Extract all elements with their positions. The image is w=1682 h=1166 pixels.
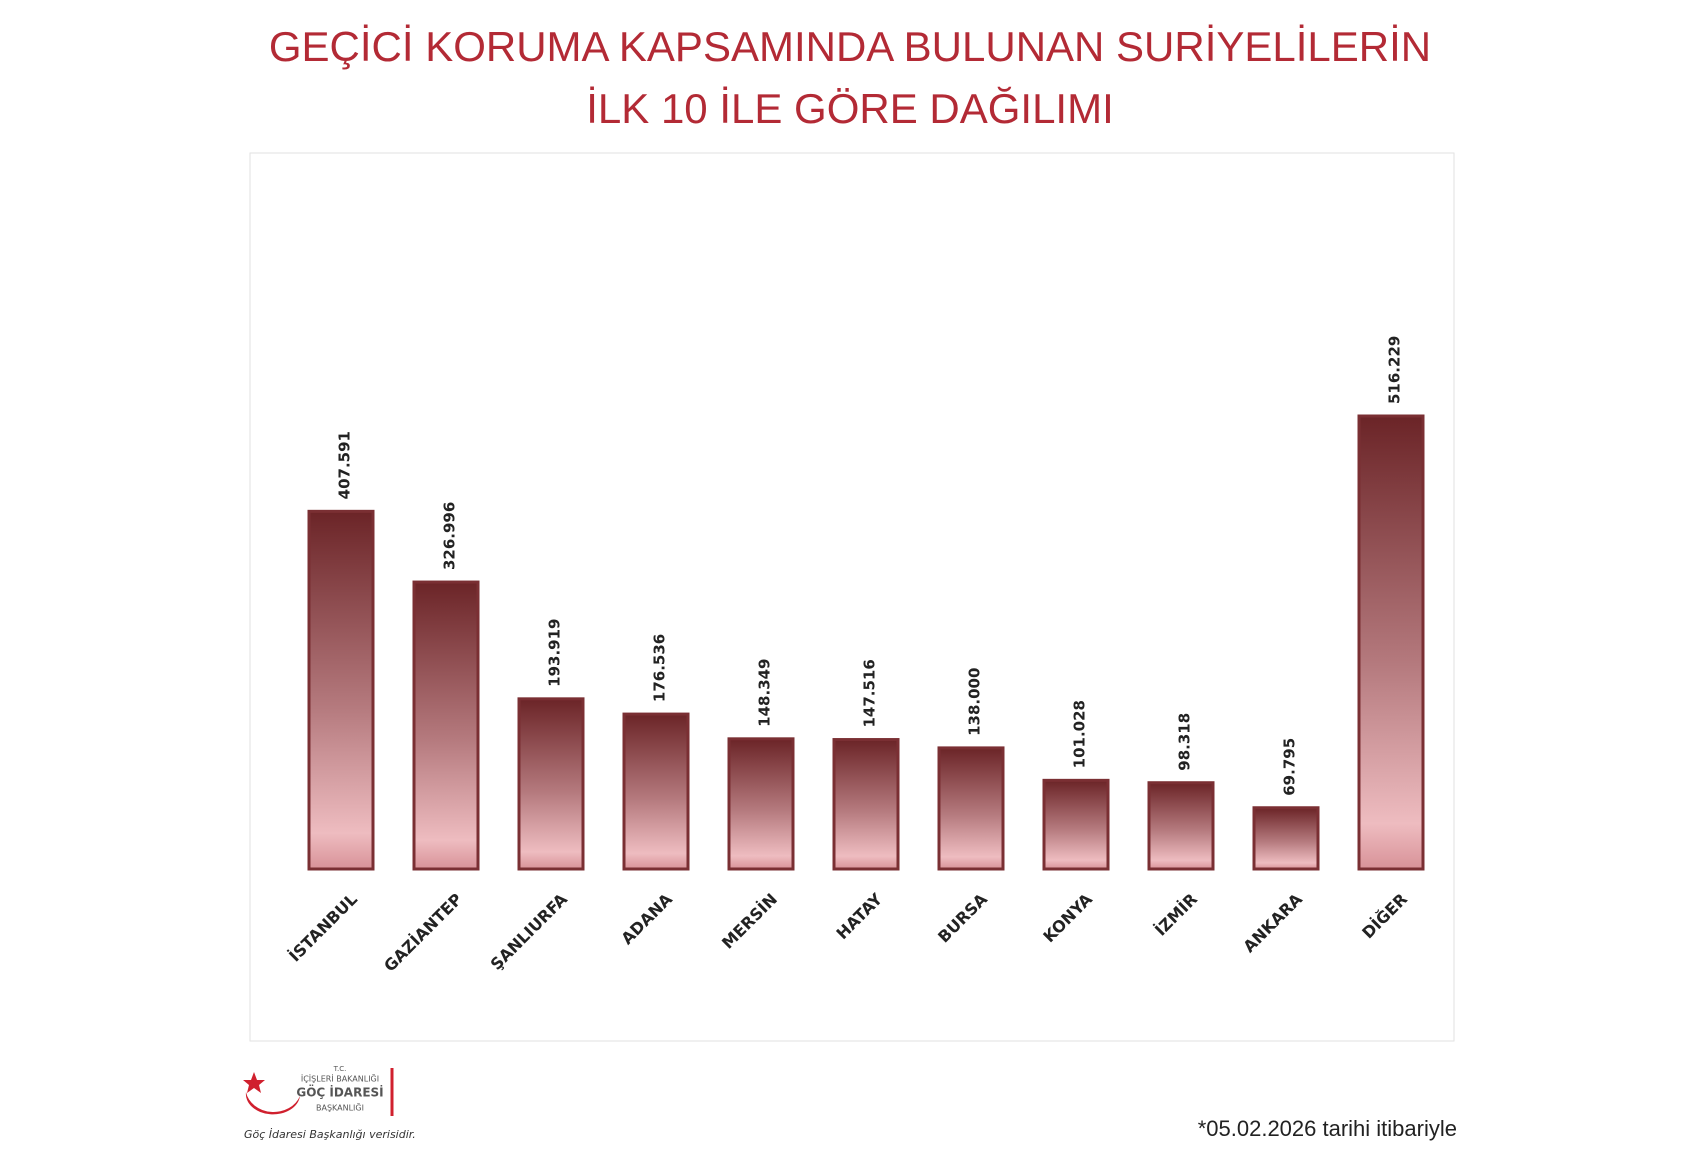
logo-star [243,1072,265,1093]
bar [622,712,690,871]
bar [937,746,1005,871]
bar [1357,414,1425,871]
x-tick-label: İZMİR [1151,890,1201,940]
value-label: 193.919 [546,619,564,687]
logo-text: BAŞKANLIĞI [316,1102,364,1113]
value-label: 69.795 [1281,738,1299,796]
logo: T.C. İÇİŞLERİ BAKANLIĞI GÖÇ İDARESİ BAŞK… [243,1065,416,1141]
bar [1147,781,1215,871]
value-label: 516.229 [1386,336,1404,404]
x-tick-label: BURSA [934,889,991,946]
value-label: 138.000 [966,668,984,736]
logo-text: İÇİŞLERİ BAKANLIĞI [301,1073,379,1084]
bar [307,509,375,871]
bar [517,697,585,871]
value-label: 98.318 [1176,713,1194,771]
bar [412,580,480,871]
chart-subtitle: İLK 10 İLE GÖRE DAĞILIMI [586,85,1114,132]
value-label: 326.996 [441,502,459,570]
x-tick-label: ŞANLIURFA [487,889,572,974]
x-tick-label: KONYA [1039,889,1096,946]
bar [727,737,795,871]
logo-text: GÖÇ İDARESİ [296,1085,383,1100]
chart-title: GEÇİCİ KORUMA KAPSAMINDA BULUNAN SURİYEL… [269,23,1431,70]
x-tick-label: İSTANBUL [285,890,361,966]
date-note: *05.02.2026 tarihi itibariyle [1198,1116,1457,1141]
source-note: Göç İdaresi Başkanlığı verisidir. [244,1128,416,1141]
value-label: 176.536 [651,634,669,702]
logo-text: T.C. [333,1065,347,1073]
x-tick-label: GAZİANTEP [380,889,466,975]
logo-crescent [245,1092,300,1115]
bar [832,738,900,871]
plot-frame [249,152,1455,1042]
x-tick-label: ANKARA [1239,889,1306,956]
bar [1252,806,1320,871]
x-tick-label: DİĞER [1358,890,1411,943]
bar [1042,778,1110,871]
x-tick-label: MERSİN [718,890,781,953]
x-tick-label: HATAY [833,889,887,943]
value-label: 101.028 [1071,700,1089,768]
value-label: 147.516 [861,659,879,727]
x-tick-label: ADANA [617,889,676,948]
value-label: 407.591 [336,431,354,499]
value-label: 148.349 [756,658,774,726]
